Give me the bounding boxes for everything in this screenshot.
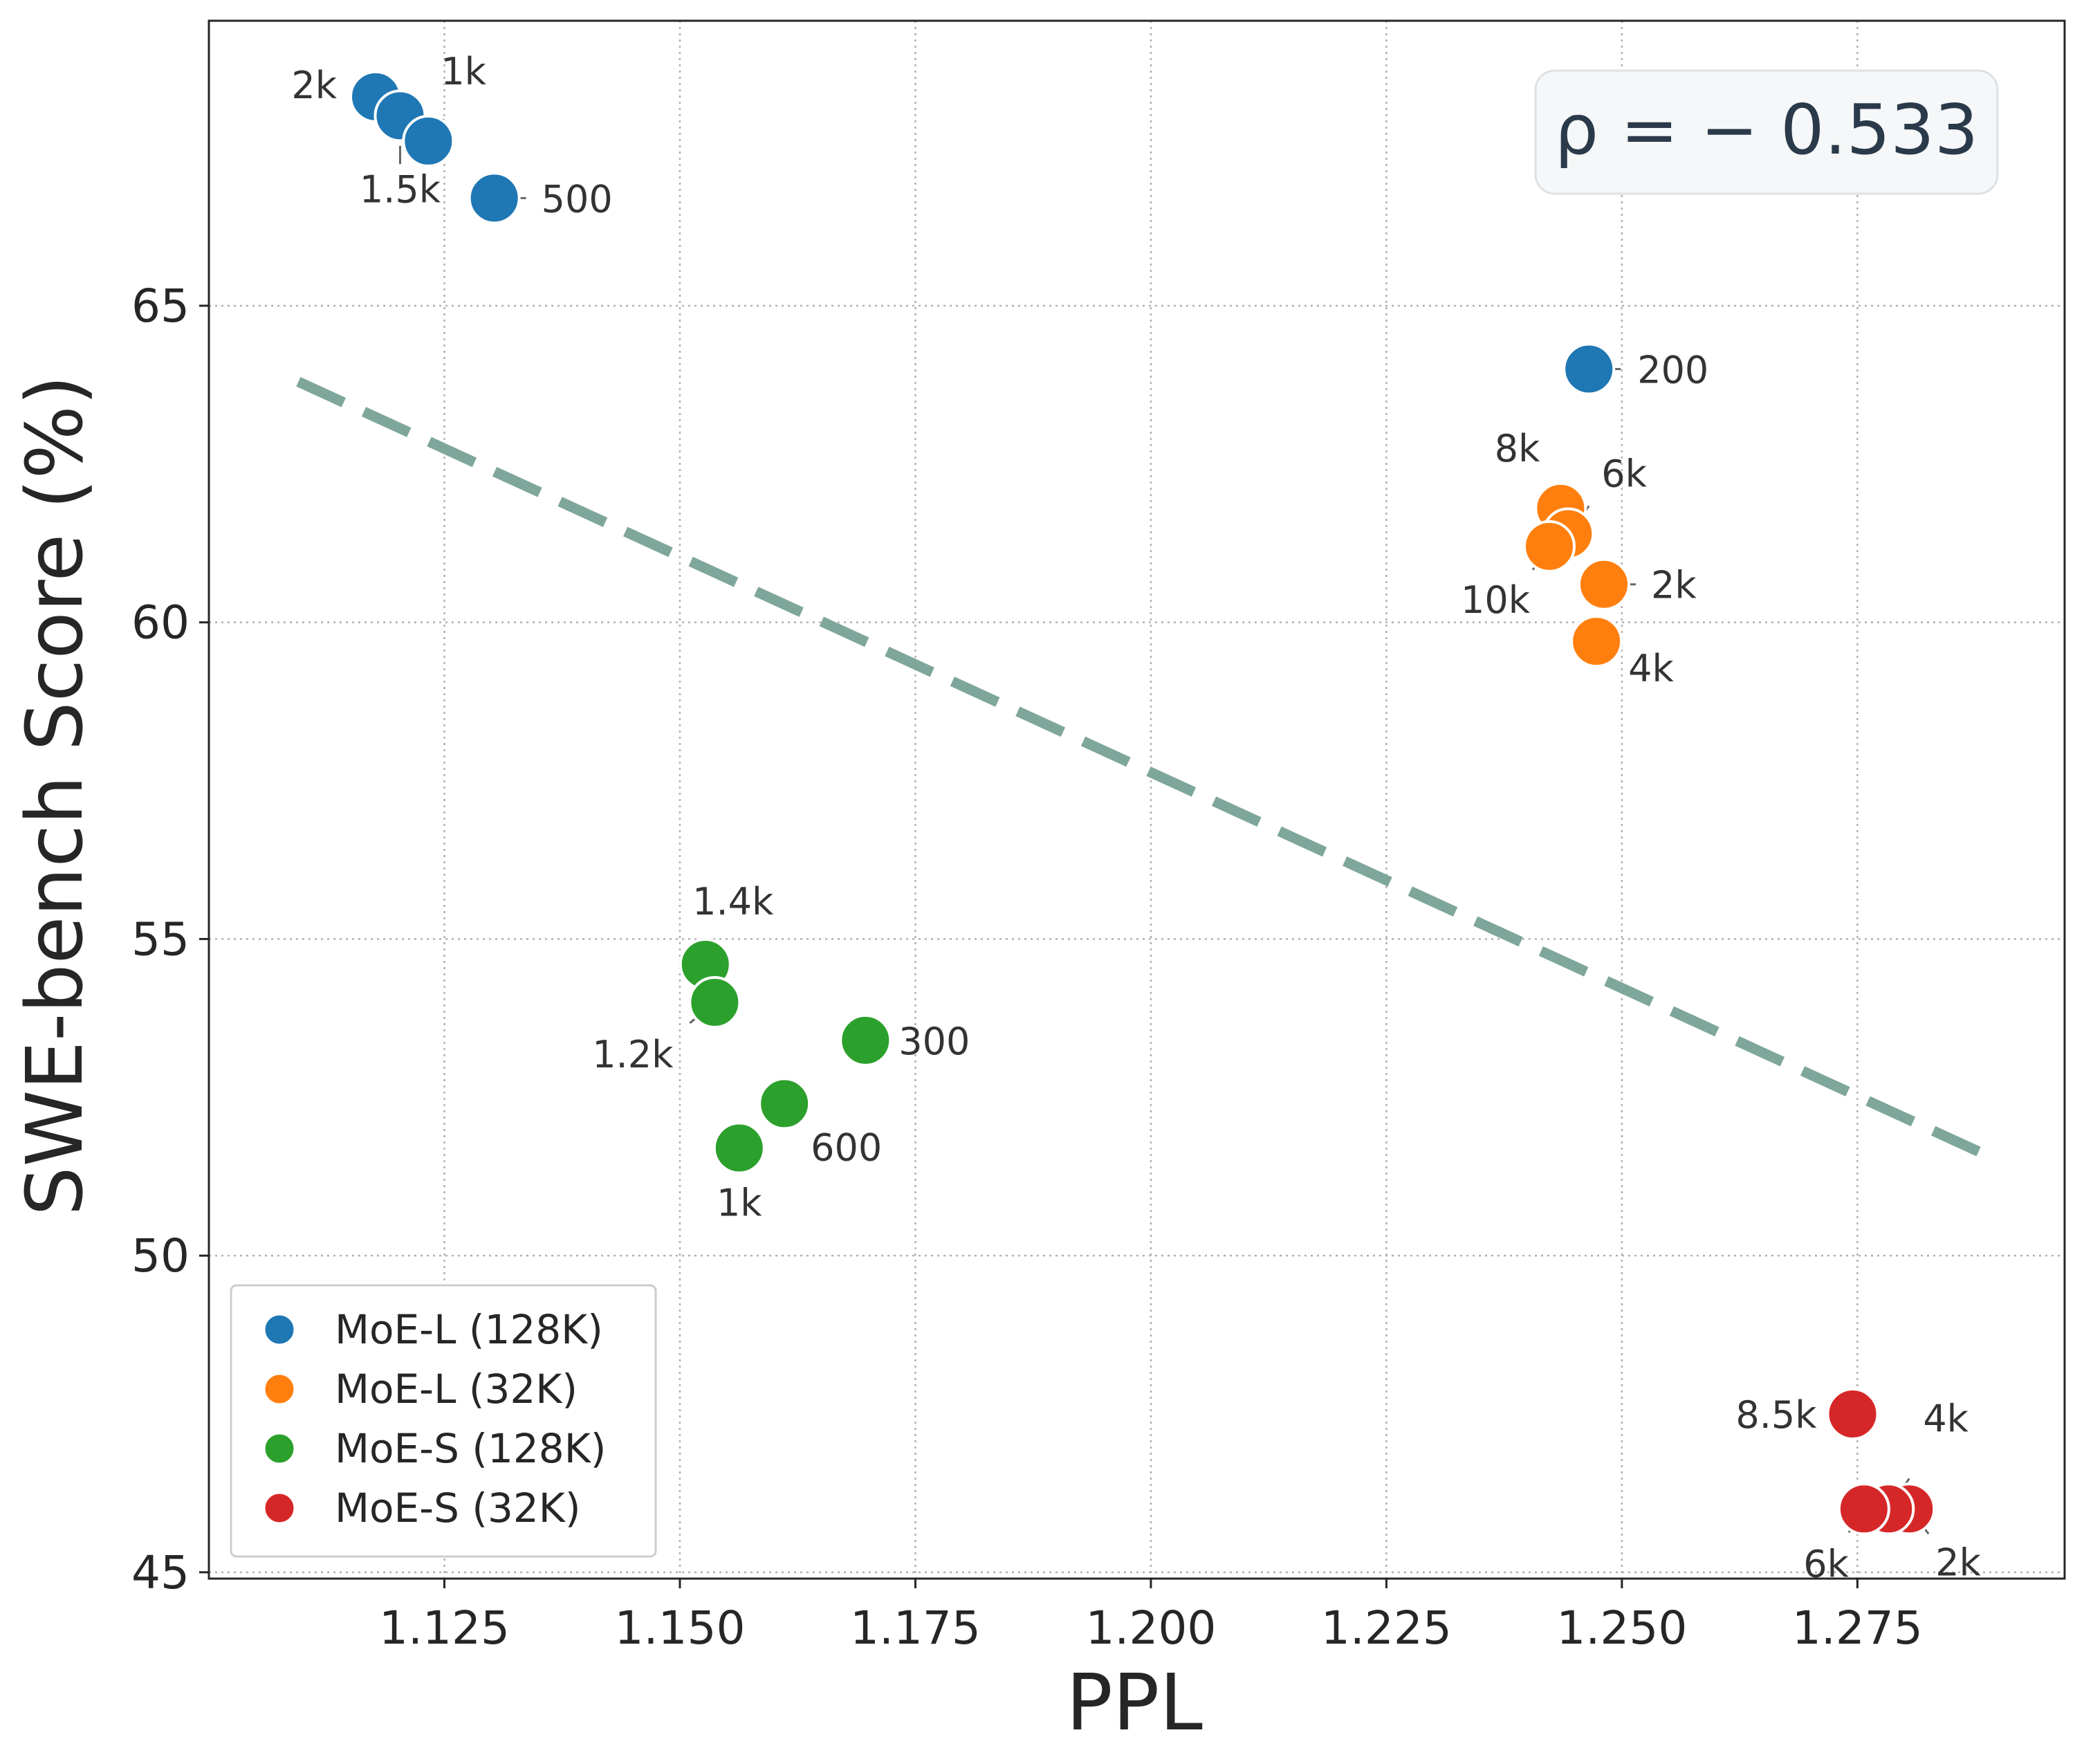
x-tick-label: 1.225 [1321, 1601, 1452, 1655]
data-points [349, 70, 1936, 1536]
data-point-label: 1k [441, 50, 486, 93]
data-point-label: 1k [717, 1181, 762, 1224]
y-axis: 45 50 55 60 65 [131, 279, 209, 1599]
legend-label: MoE-L (32K) [335, 1366, 578, 1413]
plot-frame [208, 19, 2066, 1580]
data-point-label: 6k [1601, 452, 1647, 496]
x-tick-label: 1.200 [1085, 1601, 1216, 1655]
data-point-label: 2k [291, 64, 337, 107]
data-point-label: 1.4k [692, 880, 774, 924]
data-point-label: 2k [1935, 1541, 1981, 1584]
data-point [1570, 615, 1623, 668]
point-labels: 2k 1.5k 1k 500 200 8k 6k 10k 2k 4k 1.4k 1.2k 300 600 1… [291, 50, 1981, 1586]
data-point [688, 975, 741, 1029]
y-tick-label: 60 [131, 596, 190, 650]
data-point-label: 4k [1628, 647, 1674, 690]
legend-label: MoE-S (32K) [335, 1485, 580, 1532]
y-tick-label: 65 [131, 279, 190, 333]
data-point-label: 300 [898, 1020, 970, 1063]
y-axis-title: SWE-bench Score (%) [10, 375, 100, 1215]
annotation-box [1534, 69, 1999, 195]
data-point [839, 1013, 892, 1067]
legend-marker [263, 1372, 296, 1406]
legend-box [230, 1284, 657, 1558]
data-point [758, 1077, 811, 1130]
data-point-label: 8k [1495, 427, 1540, 470]
legend-label: MoE-L (128K) [335, 1306, 603, 1353]
x-tick-label: 1.175 [850, 1601, 981, 1655]
legend: MoE-L (128K) MoE-L (32K) MoE-S (128K) MoE-S… [230, 1284, 657, 1558]
data-point [468, 172, 521, 225]
data-point-label: 600 [811, 1126, 882, 1169]
x-tick-label: 1.150 [614, 1601, 745, 1655]
data-point [1826, 1387, 1879, 1440]
data-point-label: 200 [1637, 348, 1708, 392]
data-point-label: 500 [542, 177, 613, 221]
legend-marker [263, 1432, 296, 1465]
y-tick-label: 45 [131, 1546, 190, 1599]
data-point-label: 10k [1461, 578, 1531, 622]
data-point-label: 1.2k [592, 1033, 674, 1076]
data-point [1837, 1482, 1890, 1536]
x-tick-label: 1.125 [379, 1601, 510, 1655]
data-point [1562, 342, 1616, 396]
x-axis-title: PPL [1066, 1658, 1202, 1748]
x-axis: 1.125 1.150 1.175 1.200 1.225 1.250 1.275 [379, 1579, 1923, 1655]
data-point-label: 2k [1651, 564, 1697, 607]
annotation-text: ρ = − 0.533 [1555, 89, 1979, 170]
data-point [712, 1121, 766, 1175]
legend-label: MoE-S (128K) [335, 1425, 606, 1472]
trend-line [296, 376, 1987, 1159]
data-point-label: 4k [1923, 1397, 1968, 1440]
trend-line-layer [296, 376, 1987, 1159]
x-tick-label: 1.275 [1792, 1601, 1923, 1655]
gridlines [209, 21, 2065, 1579]
data-point-label: 1.5k [360, 167, 441, 211]
correlation-annotation: ρ = − 0.533 [1534, 69, 1999, 195]
data-point [402, 114, 455, 167]
legend-marker [263, 1491, 296, 1525]
y-tick-label: 50 [131, 1229, 190, 1283]
y-tick-label: 55 [131, 912, 190, 966]
data-point [1523, 520, 1576, 573]
data-point-label: 8.5k [1735, 1393, 1817, 1437]
legend-marker [263, 1313, 296, 1346]
data-point [1578, 558, 1631, 611]
x-tick-label: 1.250 [1556, 1601, 1687, 1655]
